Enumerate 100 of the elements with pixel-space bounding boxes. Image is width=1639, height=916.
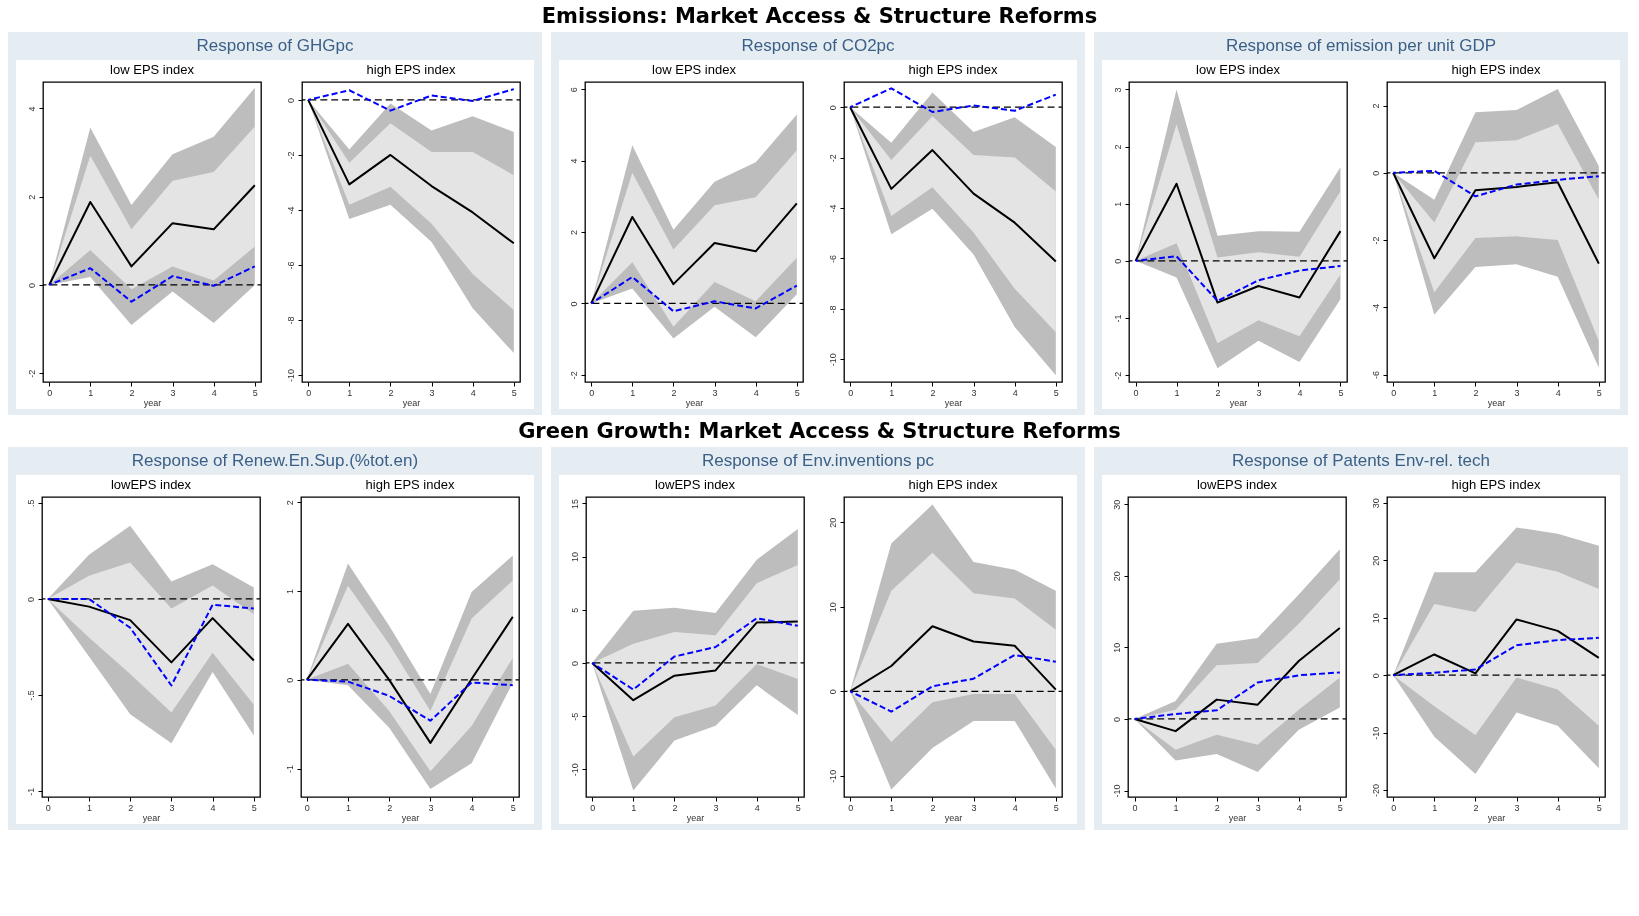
- text: Emissions: Market Access & Structure Reforms: [540, 3, 1099, 30]
- chart-title: low EPS index: [109, 62, 194, 77]
- x-tick-label: 3: [713, 802, 719, 813]
- x-tick-label: 5: [1338, 387, 1344, 398]
- y-tick-label: 0: [827, 105, 838, 111]
- chart-title: low EPS index: [1195, 62, 1281, 77]
- chart-title: lowEPS index: [654, 477, 736, 492]
- x-tick-label: 5: [1597, 387, 1603, 398]
- text: Response of emission per unit GDP: [1224, 35, 1498, 57]
- line-series: [47, 265, 256, 303]
- x-tick-label: 0: [304, 802, 310, 813]
- x-tick-label: 0: [1391, 387, 1397, 398]
- x-tick-label: 3: [971, 387, 977, 398]
- x-tick-label: 4: [1012, 387, 1018, 398]
- x-tick-label: 4: [1555, 802, 1561, 813]
- y-tick-label: 30: [1111, 499, 1122, 510]
- line-series: [590, 276, 798, 313]
- x-tick-label: 1: [87, 387, 93, 398]
- x-tick-label: 5: [511, 387, 517, 398]
- y-tick-label: -4: [827, 204, 838, 213]
- chart-title: lowEPS index: [1196, 477, 1278, 492]
- x-tick-label: 2: [672, 802, 678, 813]
- line-series: [590, 202, 798, 305]
- x-tick-label: 2: [387, 802, 393, 813]
- y-tick-label: -10: [827, 769, 838, 783]
- x-tick-label: 4: [1555, 387, 1561, 398]
- line-series: [306, 88, 515, 112]
- x-tick-label: 1: [631, 802, 637, 813]
- x-tick-label: 1: [1432, 802, 1438, 813]
- chart-title: high EPS index: [908, 62, 998, 77]
- x-tick-label: 2: [128, 802, 134, 813]
- x-tick-label: 2: [930, 802, 936, 813]
- y-tick-label: -1: [25, 787, 36, 796]
- y-tick-label: -.5: [25, 690, 36, 701]
- x-tick-label: 2: [1473, 387, 1479, 398]
- y-tick-label: 0: [25, 596, 36, 602]
- x-tick-label: 0: [1133, 387, 1139, 398]
- y-tick-label: -10: [1370, 726, 1381, 740]
- line-series: [849, 87, 1057, 113]
- x-axis-title: year: [1229, 397, 1248, 408]
- x-axis-title: year: [944, 812, 963, 823]
- y-tick-label: -5: [569, 712, 580, 721]
- x-tick-label: 0: [1132, 802, 1138, 813]
- y-tick-label: -1: [284, 765, 295, 774]
- x-tick-label: 1: [630, 387, 636, 398]
- x-tick-label: 1: [346, 387, 352, 398]
- x-axis-title: year: [685, 397, 704, 408]
- y-tick-label: 0: [284, 677, 295, 683]
- y-tick-label: -6: [827, 254, 838, 263]
- y-tick-label: 0: [26, 282, 36, 288]
- y-tick-label: 2: [1112, 144, 1123, 150]
- y-tick-label: 15: [569, 498, 580, 509]
- x-tick-label: 2: [930, 387, 936, 398]
- x-tick-label: 1: [1432, 387, 1438, 398]
- text: Response of GHGpc: [195, 35, 355, 57]
- x-tick-label: 5: [251, 802, 257, 813]
- x-tick-label: 3: [169, 802, 175, 813]
- x-tick-label: 5: [1053, 387, 1059, 398]
- y-tick-label: 0: [1370, 673, 1381, 679]
- y-tick-label: 0: [569, 660, 580, 666]
- x-tick-label: 3: [971, 802, 977, 813]
- x-tick-label: 5: [1054, 802, 1060, 813]
- x-tick-label: 3: [1514, 802, 1520, 813]
- x-tick-label: 5: [1337, 802, 1343, 813]
- chart-title: lowEPS index: [110, 477, 192, 492]
- x-tick-label: 2: [1215, 387, 1221, 398]
- x-tick-label: 1: [345, 802, 351, 813]
- y-tick-label: 0: [568, 301, 579, 307]
- text: Green Growth: Market Access & Structure Reforms: [517, 418, 1122, 445]
- text: Response of Renew.En.Sup.(%tot.en): [130, 450, 420, 472]
- y-tick-label: -2: [827, 154, 838, 163]
- x-tick-label: 0: [45, 802, 51, 813]
- x-tick-label: 2: [1473, 802, 1479, 813]
- x-tick-label: 4: [753, 387, 759, 398]
- chart-title: high EPS index: [1451, 62, 1542, 77]
- x-tick-label: 4: [469, 802, 475, 813]
- x-tick-label: 4: [210, 802, 216, 813]
- y-tick-label: 6: [568, 87, 579, 93]
- y-tick-label: 10: [569, 552, 580, 563]
- y-tick-label: 20: [1111, 571, 1122, 582]
- x-tick-label: 3: [1514, 387, 1520, 398]
- line-series: [590, 617, 799, 691]
- line-series: [47, 184, 256, 286]
- x-tick-label: 5: [795, 802, 801, 813]
- x-tick-label: 1: [1174, 387, 1180, 398]
- y-tick-label: 0: [285, 97, 295, 103]
- x-axis-title: year: [401, 812, 420, 823]
- y-tick-label: 3: [1112, 87, 1123, 93]
- y-tick-label: 10: [1111, 642, 1122, 653]
- line-series: [1392, 169, 1601, 198]
- line-series: [849, 106, 1057, 263]
- line-series: [1392, 636, 1600, 677]
- text: Response of CO2pc: [740, 35, 896, 57]
- x-axis-title: year: [1487, 812, 1506, 823]
- x-axis-title: year: [402, 397, 420, 408]
- x-axis-title: year: [142, 812, 161, 823]
- x-tick-label: 3: [170, 387, 176, 398]
- y-tick-label: 0: [1370, 170, 1381, 176]
- y-tick-label: 5: [569, 607, 580, 613]
- x-axis-title: year: [686, 812, 705, 823]
